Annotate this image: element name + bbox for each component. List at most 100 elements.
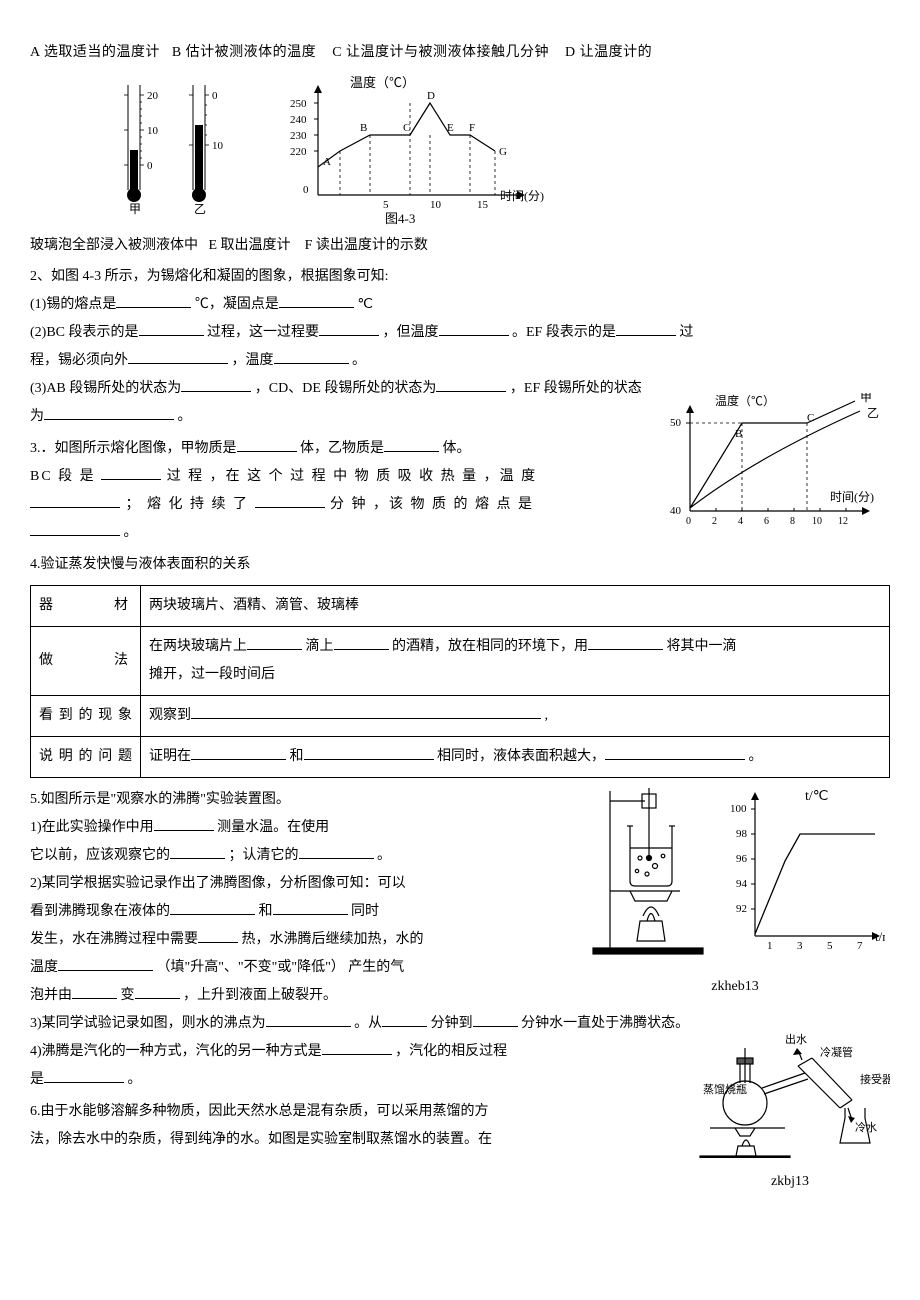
blank [319, 322, 379, 336]
svg-text:100: 100 [730, 803, 747, 815]
boiling-apparatus-and-chart: t/℃ 100 98 96 94 92 1 3 5 7 [585, 786, 885, 961]
svg-text:接受器: 接受器 [860, 1073, 890, 1086]
q2-lead: 2、如图 4-3 所示，为锡熔化和凝固的图象，根据图象可知: [30, 263, 890, 291]
thermometer-pair: 20 10 0 甲 0 10 乙 [110, 75, 225, 215]
q4-table: 器 材 两块玻璃片、酒精、滴管、玻璃棒 做 法 在两块玻璃片上 滴上 的酒精，放… [30, 585, 890, 778]
blank [322, 1041, 392, 1055]
chart-4-3: 温度（℃） 250 240 230 220 0 5 10 15 时间(分) A … [255, 75, 545, 225]
svg-text:乙: 乙 [194, 202, 206, 215]
blank [170, 901, 255, 915]
blank [139, 322, 204, 336]
blank [384, 438, 439, 452]
q2-p1: (1)锡的熔点是 ℃，凝固点是 ℃ [30, 291, 890, 319]
svg-text:蒸馏烧瓶: 蒸馏烧瓶 [703, 1082, 747, 1096]
svg-text:出水: 出水 [785, 1032, 807, 1046]
blank [274, 350, 349, 364]
table-row: 做 法 在两块玻璃片上 滴上 的酒精，放在相同的环境下，用 将其中一滴 摊开，过… [31, 627, 890, 696]
question-5: t/℃ 100 98 96 94 92 1 3 5 7 [30, 786, 890, 1094]
svg-text:5: 5 [383, 199, 389, 211]
row-value: 在两块玻璃片上 滴上 的酒精，放在相同的环境下，用 将其中一滴 摊开，过一段时间… [141, 627, 890, 696]
svg-text:10: 10 [212, 140, 224, 152]
blank [273, 901, 348, 915]
svg-text:5: 5 [827, 940, 833, 952]
opt-d: D 让温度计的 [565, 45, 652, 60]
svg-text:0: 0 [147, 160, 153, 172]
row-value: 证明在 和 相同时，液体表面积越大， 。 [141, 737, 890, 778]
blank [135, 985, 180, 999]
watermark: zkheb13 [580, 974, 890, 1001]
q5-figures: t/℃ 100 98 96 94 92 1 3 5 7 [580, 786, 890, 1000]
thermometer-yi: 0 10 乙 [175, 75, 225, 215]
svg-text:0: 0 [212, 90, 218, 102]
cont-text: 玻璃泡全部浸入被测液体中 [30, 238, 198, 253]
svg-text:92: 92 [736, 903, 747, 915]
svg-text:A: A [323, 156, 331, 168]
svg-text:7: 7 [857, 940, 863, 952]
svg-text:E: E [447, 122, 454, 134]
blank [304, 746, 434, 760]
figures-row: 20 10 0 甲 0 10 乙 温度（℃） 250 240 2 [30, 75, 890, 225]
svg-text:98: 98 [736, 828, 748, 840]
svg-text:G: G [499, 146, 507, 158]
svg-text:图4-3: 图4-3 [385, 211, 415, 225]
svg-text:甲: 甲 [129, 202, 141, 215]
header-options: A 选取适当的温度计 B 估计被测液体的温度 C 让温度计与被测液体接触几分钟 … [30, 40, 890, 67]
opt-f: F 读出温度计的示数 [305, 238, 428, 253]
blank [128, 350, 228, 364]
row-label: 说明的问题 [31, 737, 141, 778]
svg-text:t/℃: t/℃ [805, 789, 829, 804]
q2-p3: (3)AB 段锡所处的状态为 ，CD、DE 段锡所处的状态为 ，EF 段锡所处的… [30, 375, 890, 403]
opt-e: E 取出温度计 [209, 238, 291, 253]
svg-text:B: B [360, 122, 367, 134]
svg-text:冷凝管: 冷凝管 [820, 1045, 853, 1059]
blank [382, 1013, 427, 1027]
blank [279, 294, 354, 308]
blank [181, 378, 251, 392]
blank [30, 522, 120, 536]
blank [44, 1069, 124, 1083]
blank [255, 494, 325, 508]
svg-text:15: 15 [477, 199, 489, 211]
blank [237, 438, 297, 452]
svg-text:时间(分): 时间(分) [500, 189, 544, 203]
question-2: 2、如图 4-3 所示，为锡熔化和凝固的图象，根据图象可知: (1)锡的熔点是 … [30, 263, 890, 403]
svg-text:1: 1 [767, 940, 773, 952]
svg-text:250: 250 [290, 98, 307, 110]
row-value: 两块玻璃片、酒精、滴管、玻璃棒 [141, 586, 890, 627]
row-value: 观察到 , [141, 696, 890, 737]
blank [436, 378, 506, 392]
thermometer-jia: 20 10 0 甲 [110, 75, 160, 215]
table-row: 看到的现象 观察到 , [31, 696, 890, 737]
svg-text:96: 96 [736, 853, 748, 865]
blank [473, 1013, 518, 1027]
blank [191, 746, 286, 760]
opt-c: C 让温度计与被测液体接触几分钟 [332, 45, 549, 60]
svg-text:D: D [427, 90, 435, 102]
svg-text:0: 0 [303, 184, 309, 196]
svg-text:50: 50 [670, 417, 682, 429]
opt-b: B 估计被测液体的温度 [172, 45, 316, 60]
blank [266, 1013, 351, 1027]
blank [616, 322, 676, 336]
blank [58, 957, 153, 971]
watermark: zkbj13 [690, 1169, 890, 1196]
header-continue: 玻璃泡全部浸入被测液体中 E 取出温度计 F 读出温度计的示数 [30, 233, 890, 260]
q2-p2b: 程，锡必须向外 ，温度 。 [30, 347, 890, 375]
svg-text:t/min: t/min [875, 929, 885, 944]
svg-text:230: 230 [290, 130, 307, 142]
svg-text:F: F [469, 122, 475, 134]
svg-text:220: 220 [290, 146, 307, 158]
q2-p2: (2)BC 段表示的是 过程，这一过程要 ，但温度 。EF 段表示的是 过 [30, 319, 890, 347]
blank [247, 636, 302, 650]
blank [116, 294, 191, 308]
blank [44, 406, 174, 420]
question-3: 3.．如图所示熔化图像，甲物质是 体，乙物质是 体。 BC 段 是 过 程 ，在… [30, 435, 890, 547]
blank [154, 817, 214, 831]
svg-text:C: C [807, 412, 814, 424]
svg-text:10: 10 [430, 199, 442, 211]
svg-text:乙: 乙 [867, 406, 879, 420]
row-label: 看到的现象 [31, 696, 141, 737]
svg-text:C: C [403, 122, 410, 134]
row-label: 器 材 [31, 586, 141, 627]
table-row: 说明的问题 证明在 和 相同时，液体表面积越大， 。 [31, 737, 890, 778]
